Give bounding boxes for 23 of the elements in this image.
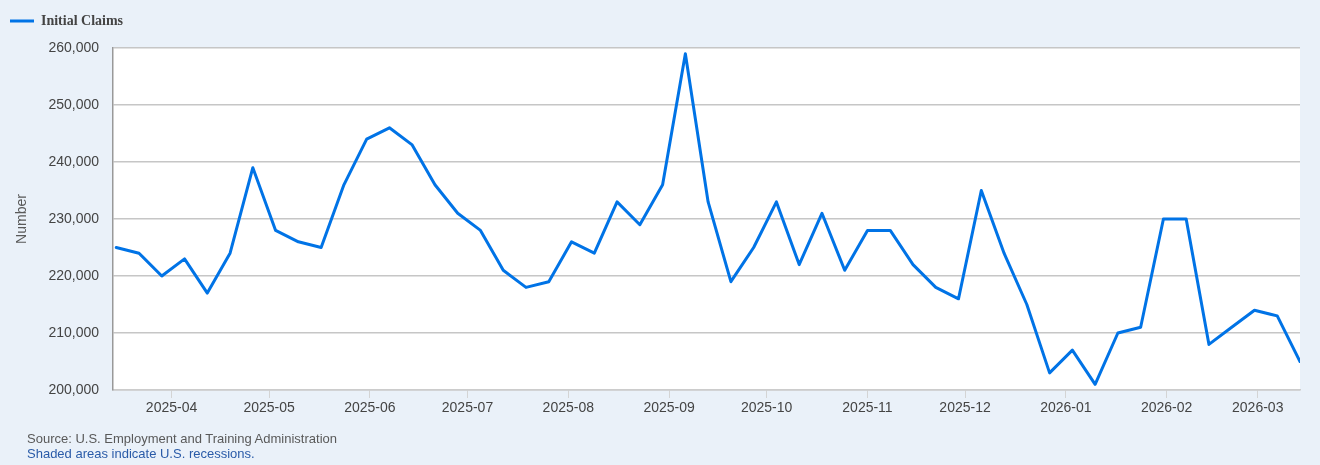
y-tick-label: 210,000 [48, 323, 100, 340]
x-tick-label: 2025-04 [145, 399, 198, 416]
y-tick-label: 230,000 [48, 209, 100, 226]
y-tick-label: 260,000 [48, 38, 100, 55]
y-axis-title: Number [13, 193, 30, 244]
x-tick-label: 2026-02 [1140, 399, 1193, 416]
y-tick-label: 240,000 [48, 152, 100, 169]
x-tick-label: 2025-11 [842, 399, 893, 416]
text: Shaded areas indicate U.S. recessions. [27, 446, 255, 461]
source-note: Source: U.S. Employment and Training Administration [27, 431, 337, 446]
x-tick-label: 2025-06 [344, 399, 396, 416]
x-tick-label: 2026-03 [1232, 399, 1284, 416]
x-tick-label: 2025-10 [740, 399, 793, 416]
legend-label: Initial Claims [41, 12, 124, 28]
x-tick-label: 2025-08 [542, 399, 595, 416]
y-tick-label: 250,000 [48, 95, 100, 112]
x-tick-label: 2025-12 [939, 399, 991, 416]
x-tick-label: 2025-09 [643, 399, 695, 416]
x-tick-label: 2025-07 [441, 399, 494, 416]
y-tick-label: 200,000 [48, 380, 100, 397]
x-tick-label: 2026-01 [1040, 399, 1092, 416]
x-tick-label: 2025-05 [243, 399, 295, 416]
y-tick-label: 220,000 [48, 266, 100, 283]
